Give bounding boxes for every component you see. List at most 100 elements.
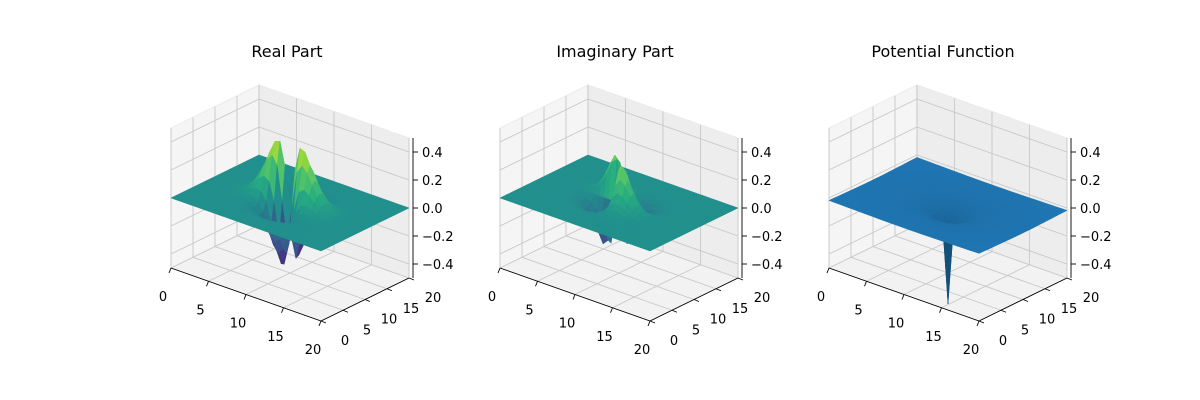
gridline-z xyxy=(170,126,410,181)
y-tick-label: 5 xyxy=(692,323,700,338)
y-tick-mark xyxy=(978,320,985,324)
x-tick-label: 15 xyxy=(596,330,613,345)
x-tick-mark xyxy=(826,267,830,274)
subplot-title: Real Part xyxy=(251,42,322,61)
y-tick-label: 10 xyxy=(381,313,398,328)
z-tick-label: −0.2 xyxy=(1080,230,1112,245)
y-tick-mark xyxy=(737,277,744,281)
x-tick-mark xyxy=(243,294,247,300)
gridline-y xyxy=(872,106,1024,300)
x-tick-label: 10 xyxy=(888,317,905,332)
z-tick-label: −0.2 xyxy=(751,230,783,245)
x-tick-label: 5 xyxy=(525,303,533,318)
y-tick-label: 5 xyxy=(363,323,371,338)
x-tick-mark xyxy=(281,307,284,313)
subplot-title: Potential Function xyxy=(871,42,1014,61)
y-tick-mark xyxy=(342,309,349,313)
x-tick-label: 0 xyxy=(488,290,496,305)
x-tick-label: 10 xyxy=(230,317,247,332)
y-tick-label: 15 xyxy=(1061,302,1078,317)
y-tick-mark xyxy=(364,299,371,302)
y-tick-mark xyxy=(1066,277,1073,281)
z-tick-label: −0.4 xyxy=(751,258,783,273)
surface-patch xyxy=(644,247,654,252)
y-tick-label: 5 xyxy=(1021,323,1029,338)
x-tick-mark xyxy=(610,307,613,313)
y-tick-label: 20 xyxy=(754,291,771,306)
x-tick-label: 5 xyxy=(196,303,204,318)
x-tick-mark xyxy=(206,281,209,287)
gridline-y xyxy=(850,117,1002,311)
x-tick-label: 15 xyxy=(925,330,942,345)
x-tick-label: 20 xyxy=(305,343,322,358)
gridline-z xyxy=(499,98,739,153)
z-tick-label: 0.2 xyxy=(1080,174,1101,189)
x-tick-mark xyxy=(901,294,905,300)
x-tick-mark xyxy=(535,281,538,287)
surface xyxy=(828,157,1068,304)
y-tick-mark xyxy=(1000,309,1007,313)
z-tick-label: −0.2 xyxy=(422,230,454,245)
y-tick-label: 0 xyxy=(670,334,678,349)
x-tick-mark xyxy=(976,320,980,327)
gridline-z xyxy=(828,154,1068,209)
x-tick-mark xyxy=(497,267,501,274)
z-tick-label: 0.4 xyxy=(1080,146,1101,161)
y-tick-mark xyxy=(671,309,678,313)
x-tick-label: 20 xyxy=(963,343,980,358)
z-tick-label: 0.0 xyxy=(1080,202,1101,217)
z-tick-label: 0.2 xyxy=(422,174,443,189)
surface xyxy=(170,140,410,265)
surface-patch xyxy=(315,247,325,252)
gridline-y xyxy=(192,117,344,311)
y-tick-mark xyxy=(649,320,656,324)
x-tick-label: 10 xyxy=(559,317,576,332)
z-tick-label: 0.2 xyxy=(751,174,772,189)
y-tick-label: 10 xyxy=(1039,313,1056,328)
z-tick-label: 0.4 xyxy=(422,146,443,161)
y-tick-mark xyxy=(1022,299,1029,302)
gridline-y xyxy=(214,106,366,300)
y-tick-mark xyxy=(693,299,700,302)
x-tick-mark xyxy=(168,267,172,274)
gridline-y xyxy=(543,106,695,300)
y-tick-label: 20 xyxy=(425,291,442,306)
x-tick-mark xyxy=(572,294,576,300)
y-tick-mark xyxy=(386,288,393,292)
x-tick-mark xyxy=(647,320,651,327)
y-tick-mark xyxy=(1044,288,1051,292)
gridline-z xyxy=(828,126,1068,181)
y-tick-label: 20 xyxy=(1083,291,1100,306)
y-tick-label: 10 xyxy=(710,313,727,328)
y-tick-mark xyxy=(320,320,327,324)
figure-background xyxy=(808,338,1108,400)
gridline-z xyxy=(170,98,410,153)
subplot-imaginary-part: Imaginary Part 0510152005101520−0.4−0.20… xyxy=(488,42,783,358)
z-tick-label: 0.0 xyxy=(751,202,772,217)
y-tick-mark xyxy=(408,277,415,281)
x-tick-label: 0 xyxy=(159,290,167,305)
z-tick-label: −0.4 xyxy=(422,258,454,273)
x-tick-label: 15 xyxy=(267,330,284,345)
x-tick-mark xyxy=(864,281,867,287)
y-tick-label: 15 xyxy=(732,302,749,317)
y-tick-label: 0 xyxy=(341,334,349,349)
gridline-y xyxy=(236,95,388,290)
x-tick-mark xyxy=(939,307,942,313)
y-tick-mark xyxy=(715,288,722,292)
gridline-y xyxy=(521,117,673,311)
y-tick-label: 0 xyxy=(999,334,1007,349)
subplot-potential-function: Potential Function 0510152005101520−0.4−… xyxy=(808,42,1112,400)
gridline-y xyxy=(565,95,717,290)
x-tick-label: 5 xyxy=(854,303,862,318)
subplot-title: Imaginary Part xyxy=(556,42,673,61)
gridline-z xyxy=(499,126,739,181)
x-tick-label: 20 xyxy=(634,343,651,358)
x-tick-mark xyxy=(318,320,322,327)
gridline-y xyxy=(894,95,1046,290)
z-tick-label: −0.4 xyxy=(1080,258,1112,273)
z-tick-label: 0.4 xyxy=(751,146,772,161)
